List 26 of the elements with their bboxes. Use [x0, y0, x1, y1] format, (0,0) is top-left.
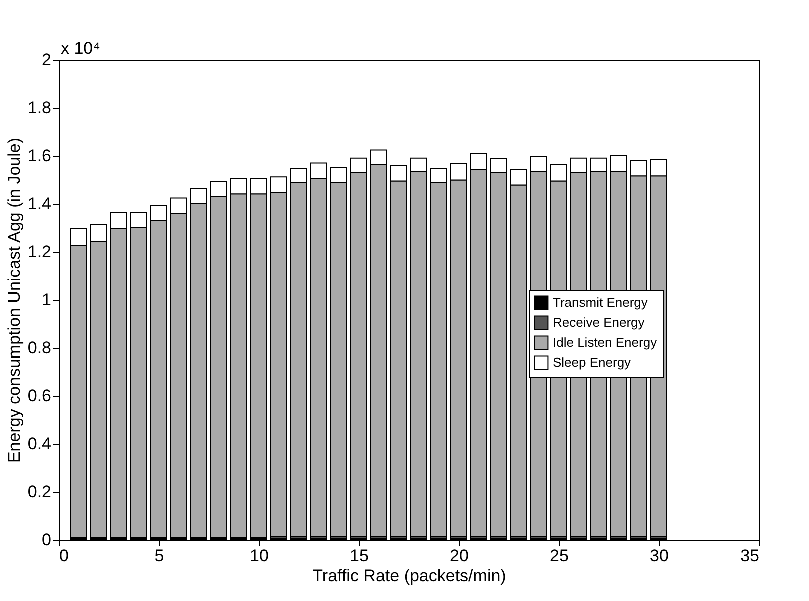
legend-label: Idle Listen Energy [553, 334, 658, 350]
text: x 10⁴ [61, 39, 100, 58]
y-tick-label: 1.6 [28, 146, 52, 166]
x-tick-label: 25 [550, 546, 569, 566]
y-tick-label: 0.6 [28, 386, 52, 406]
x-tick-label: 10 [250, 546, 269, 566]
y-tick-label: 1.4 [28, 194, 52, 214]
y-tick-label: 0.4 [28, 434, 52, 454]
x-axis-title: Traffic Rate (packets/min) [312, 566, 506, 586]
legend-label: Receive Energy [553, 314, 646, 330]
x-tick-label: 15 [350, 546, 369, 566]
y-tick-label: 2 [42, 50, 52, 70]
y-tick-label: 1 [42, 290, 52, 310]
x-tick-label: 20 [450, 546, 469, 566]
y-tick-label: 1.8 [28, 98, 52, 118]
y-axis-title: Energy consumption Unicast Agg (in Joule) [4, 138, 24, 464]
y-tick-label: 0 [42, 530, 52, 550]
legend-label: Sleep Energy [553, 354, 632, 370]
x-tick-label: 5 [154, 546, 164, 566]
x-tick-label: 0 [60, 546, 69, 566]
y-tick-label: 0.8 [28, 338, 52, 358]
x-tick-label: 35 [740, 546, 760, 566]
legend-label: Transmit Energy [553, 294, 648, 310]
y-tick-label: 0.2 [28, 482, 52, 502]
x-tick-label: 30 [650, 546, 669, 566]
y-tick-label: 1.2 [28, 242, 52, 262]
